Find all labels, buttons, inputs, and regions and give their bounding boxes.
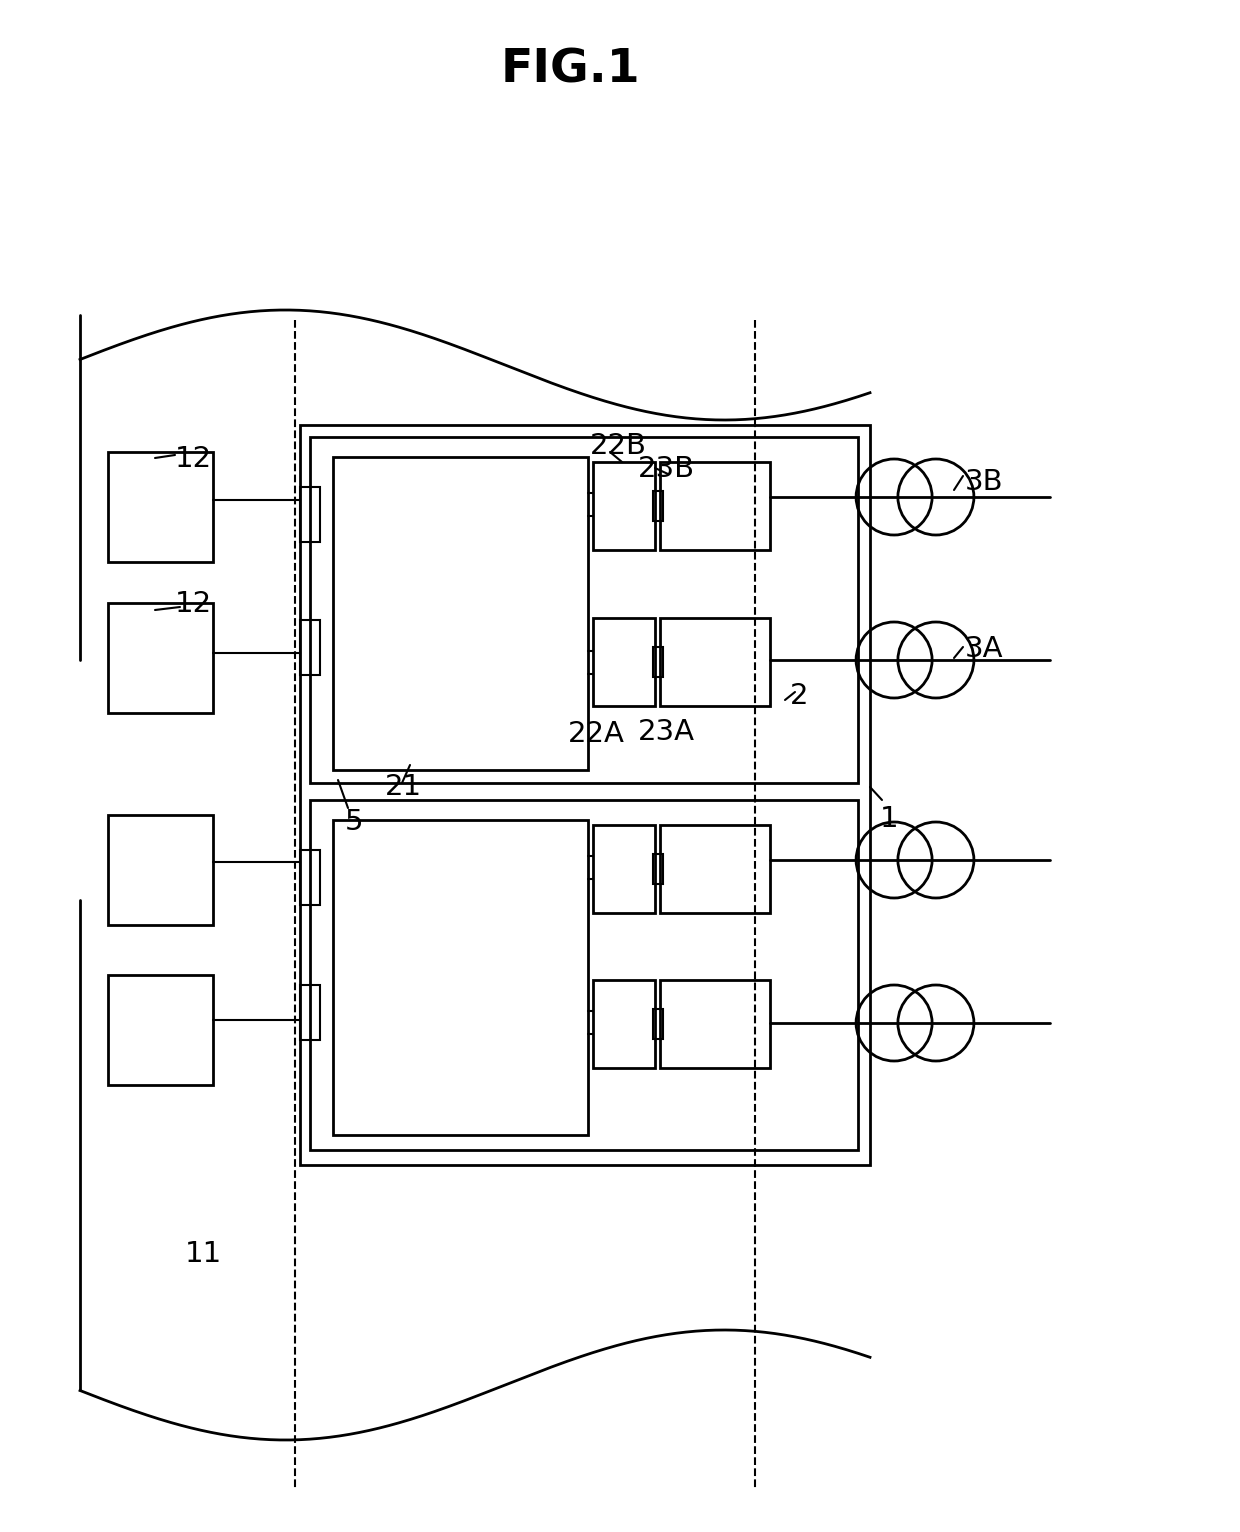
Text: 12: 12 [175,444,212,473]
Bar [660,980,770,1068]
Text: 3A: 3A [965,634,1003,663]
Bar [653,1010,663,1039]
Bar [593,980,655,1068]
Bar [653,647,663,677]
Bar [660,617,770,706]
Text: 23B: 23B [639,455,696,483]
Text: 5: 5 [345,807,363,836]
Bar [334,820,588,1135]
Text: 22A: 22A [568,720,625,748]
Bar [653,853,663,884]
Text: 12: 12 [175,590,212,617]
Bar [593,463,655,550]
Bar [300,985,320,1040]
Bar [310,437,858,783]
Bar [660,463,770,550]
Bar [108,604,213,712]
Bar [300,620,320,676]
Bar [660,826,770,913]
Text: 11: 11 [185,1239,222,1268]
Text: 3B: 3B [965,467,1003,496]
Bar [108,815,213,925]
Bar [108,974,213,1085]
Text: FIG.1: FIG.1 [500,47,640,92]
Text: 23A: 23A [639,719,694,746]
Bar [108,452,213,562]
Bar [300,487,320,542]
Bar [593,617,655,706]
Bar [300,850,320,905]
Text: 21: 21 [384,774,422,801]
Text: 2: 2 [790,682,808,709]
Bar [334,457,588,771]
Text: 22B: 22B [590,432,647,460]
Text: 1: 1 [880,804,899,833]
Bar [300,424,870,1164]
Bar [310,800,858,1151]
Bar [593,826,655,913]
Bar [653,490,663,521]
